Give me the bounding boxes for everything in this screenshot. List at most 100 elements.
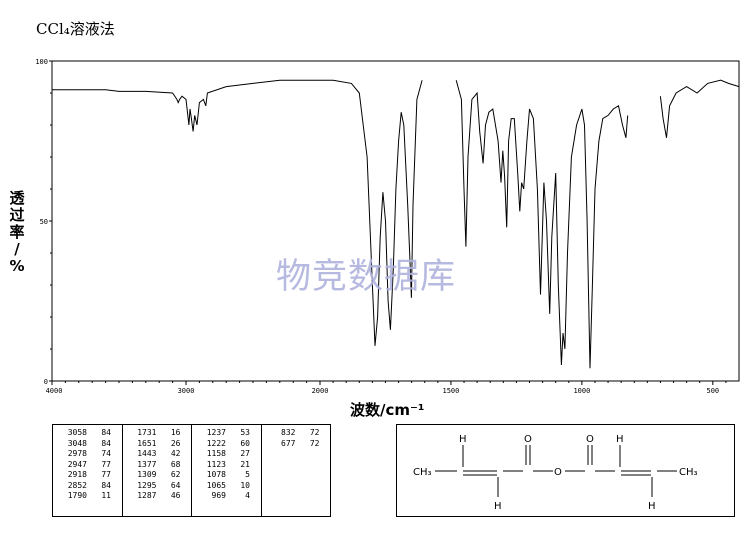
peak-transmittance: 77 — [101, 459, 111, 469]
peak-wavenumber: 1651 — [137, 438, 157, 448]
chart-ticks: 4000 3000 2000 1500 1000 500 0 50 100 — [35, 58, 727, 395]
peak-row: 1237 53 — [196, 428, 261, 439]
molecule-structure: CH₃ H H O O O H H CH₃ — [413, 434, 698, 512]
peak-column: 1731 16 1651 26 1443 42 1377 68 1309 62 1295 64 1287… — [123, 425, 192, 516]
peak-wavenumber: 832 — [281, 428, 296, 437]
spectrum-trace — [455, 80, 629, 369]
peak-transmittance: 68 — [170, 459, 181, 469]
x-tick-label: 3000 — [178, 387, 195, 395]
peak-wavenumber: 1158 — [206, 449, 226, 458]
peak-row: 1309 62 — [127, 470, 192, 481]
peak-transmittance: 84 — [101, 480, 111, 490]
peak-transmittance: 84 — [101, 438, 111, 448]
peak-column: 3058 84 3048 84 2978 74 2947 77 2918 77 2852 84 1790… — [53, 425, 123, 516]
y-tick-label: 50 — [40, 218, 48, 226]
peak-wavenumber: 1123 — [206, 459, 226, 469]
atom-label: O — [524, 434, 532, 445]
spectrum-lines — [52, 79, 740, 369]
atom-label: CH₃ — [413, 467, 432, 478]
peak-transmittance: 21 — [240, 459, 250, 469]
atom-label: H — [616, 434, 624, 445]
atom-label: H — [459, 434, 467, 445]
watermark: 物竞数据库 — [276, 257, 457, 297]
atom-label: H — [648, 501, 656, 512]
peak-transmittance: 72 — [309, 428, 320, 437]
peak-row: 1377 68 — [127, 460, 192, 471]
peak-row: 832 72 — [266, 428, 331, 439]
peak-row: 1790 11 — [57, 491, 122, 502]
peak-transmittance: 4 — [245, 491, 250, 500]
chart-axes — [51, 60, 740, 382]
peak-wavenumber: 1790 — [67, 491, 87, 500]
y-axis-label: 透过率 /% — [8, 190, 26, 275]
spectrum-trace — [659, 79, 740, 138]
peak-transmittance: 74 — [101, 449, 111, 458]
peak-wavenumber: 1237 — [206, 428, 226, 437]
atom-label: H — [494, 501, 502, 512]
spectrum-trace — [52, 79, 423, 346]
peak-transmittance: 11 — [101, 491, 111, 500]
peak-transmittance: 16 — [170, 428, 181, 437]
y-axis-label-char: % — [9, 257, 25, 275]
peak-row: 2852 84 — [57, 481, 122, 492]
peak-row: 1158 27 — [196, 449, 261, 460]
peak-wavenumber: 1443 — [137, 449, 157, 458]
peak-transmittance: 62 — [170, 470, 181, 479]
atom-label: O — [586, 434, 594, 445]
peak-row: 1443 42 — [127, 449, 192, 460]
y-tick-label: 100 — [35, 58, 48, 66]
peak-wavenumber: 2947 — [67, 459, 87, 469]
atom-label: O — [554, 467, 562, 478]
peak-transmittance: 77 — [101, 470, 111, 479]
x-tick-label: 1500 — [443, 387, 460, 395]
peak-row: 969 4 — [196, 491, 261, 502]
atom-label: CH₃ — [679, 467, 698, 478]
peak-transmittance: 53 — [240, 428, 250, 437]
peak-wavenumber: 1295 — [137, 480, 157, 490]
peak-transmittance: 84 — [101, 428, 111, 437]
peak-row: 1287 46 — [127, 491, 192, 502]
peak-row: 1123 21 — [196, 460, 261, 471]
peak-transmittance: 60 — [240, 438, 250, 448]
peak-row: 1731 16 — [127, 428, 192, 439]
peak-wavenumber: 969 — [211, 491, 226, 500]
peak-transmittance: 26 — [170, 438, 181, 448]
peak-transmittance: 42 — [170, 449, 181, 458]
peak-row: 2947 77 — [57, 460, 122, 471]
structure-diagram: CH₃ H H O O O H H CH₃ — [396, 424, 735, 517]
ir-spectrum-chart: 4000 3000 2000 1500 1000 500 0 50 100 — [35, 58, 740, 395]
peak-wavenumber: 1078 — [206, 470, 226, 479]
peak-wavenumber: 3048 — [67, 438, 87, 448]
peak-row: 3058 84 — [57, 428, 122, 439]
peak-wavenumber: 1377 — [137, 459, 157, 469]
plot-frame — [51, 60, 740, 382]
page-title: CCl₄溶液法 — [36, 20, 115, 38]
peak-wavenumber: 677 — [281, 438, 296, 448]
peak-row: 677 72 — [266, 439, 331, 450]
peak-transmittance: 72 — [309, 438, 320, 448]
x-tick-label: 2000 — [312, 387, 329, 395]
peak-column: 1237 53 1222 60 1158 27 1123 21 1078 5 1065 10 969 4 — [192, 425, 262, 516]
peak-wavenumber: 2978 — [67, 449, 87, 458]
peak-row: 1065 10 — [196, 481, 261, 492]
peak-row: 3048 84 — [57, 439, 122, 450]
peak-row: 2918 77 — [57, 470, 122, 481]
peak-row: 1222 60 — [196, 439, 261, 450]
peak-wavenumber: 1222 — [206, 438, 226, 448]
y-tick-label: 0 — [44, 378, 48, 386]
peak-wavenumber: 2852 — [67, 480, 87, 490]
y-axis-label-char: / — [14, 240, 20, 258]
x-tick-label: 500 — [706, 387, 719, 395]
peak-transmittance: 46 — [170, 491, 181, 500]
x-tick-label: 4000 — [46, 387, 63, 395]
x-tick-label: 1000 — [573, 387, 590, 395]
y-axis-label-char: 过 — [9, 206, 25, 224]
peak-table: 3058 84 3048 84 2978 74 2947 77 2918 77 2852 84 1790… — [52, 424, 331, 517]
y-axis-label-char: 透 — [9, 189, 25, 207]
x-axis-label: 波数/cm⁻¹ — [350, 401, 425, 419]
peak-transmittance: 64 — [170, 480, 181, 490]
peak-wavenumber: 1309 — [137, 470, 157, 479]
peak-wavenumber: 2918 — [67, 470, 87, 479]
peak-transmittance: 10 — [240, 480, 250, 490]
peak-wavenumber: 1731 — [137, 428, 157, 437]
